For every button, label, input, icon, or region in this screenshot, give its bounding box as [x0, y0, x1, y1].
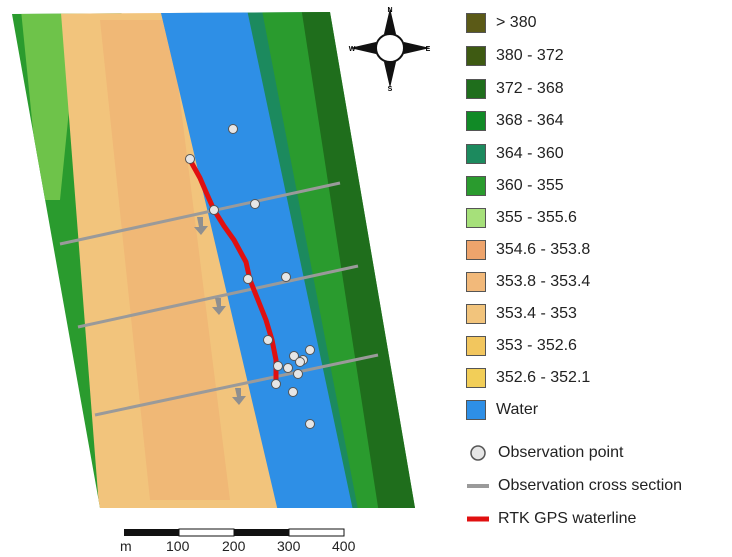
legend-item: > 380 — [466, 12, 536, 34]
scale-tick-300: 300 — [277, 538, 301, 554]
legend-item: 353.4 - 353 — [466, 303, 577, 325]
observation-points — [185, 124, 315, 429]
cross-section-line — [59, 181, 341, 246]
cross-section-line — [94, 353, 379, 417]
compass-rose-icon: N S W E — [349, 7, 431, 93]
cross-section-line-icon — [466, 475, 490, 497]
legend-label: 354.6 - 353.8 — [496, 241, 591, 258]
legend-item-cross-section: Observation cross section — [466, 474, 682, 498]
legend-item: 372 - 368 — [466, 78, 564, 100]
legend-swatch — [466, 13, 486, 33]
legend-item-waterline: RTK GPS waterline — [466, 507, 636, 531]
waterline-icon — [466, 508, 490, 530]
legend-label: Water — [496, 401, 539, 418]
legend-item: 352.6 - 352.1 — [466, 367, 590, 389]
legend-item: 353 - 352.6 — [466, 335, 577, 357]
legend-label: 353.4 - 353 — [496, 305, 577, 322]
compass-w: W — [349, 46, 356, 53]
compass-s: S — [388, 86, 393, 93]
observation-point[interactable] — [305, 345, 315, 355]
legend-label: 368 - 364 — [496, 112, 564, 129]
observation-point[interactable] — [263, 335, 273, 345]
legend-label: 353.8 - 353.4 — [496, 273, 591, 290]
legend-label: RTK GPS waterline — [498, 510, 637, 527]
observation-point[interactable] — [271, 379, 281, 389]
scale-tick-200: 200 — [222, 538, 246, 554]
legend-swatch — [466, 46, 486, 66]
scale-tick-400: 400 — [332, 538, 356, 554]
legend-item: 368 - 364 — [466, 110, 564, 132]
observation-point[interactable] — [283, 363, 293, 373]
legend-swatch — [466, 272, 486, 292]
legend-item: 353.8 - 353.4 — [466, 271, 590, 293]
elevation-raster — [12, 12, 415, 508]
legend-label: 380 - 372 — [496, 47, 564, 64]
observation-point[interactable] — [273, 361, 283, 371]
scale-bar — [124, 528, 345, 537]
observation-cross-sections — [59, 181, 379, 417]
legend-swatch — [466, 400, 486, 420]
legend-item: Water — [466, 399, 538, 421]
legend-label: 352.6 - 352.1 — [496, 369, 591, 386]
legend-swatch — [466, 144, 486, 164]
scale-tick-100: 100 — [166, 538, 190, 554]
observation-point[interactable] — [209, 205, 219, 215]
legend-swatch — [466, 208, 486, 228]
map-canvas: N S W E — [12, 7, 431, 537]
observation-point[interactable] — [281, 272, 291, 282]
legend-label: 360 - 355 — [496, 177, 564, 194]
observation-point[interactable] — [305, 419, 315, 429]
legend-label: 372 - 368 — [496, 80, 564, 97]
legend-label: 353 - 352.6 — [496, 337, 577, 354]
observation-point[interactable] — [293, 369, 303, 379]
legend-item: 354.6 - 353.8 — [466, 239, 590, 261]
legend-label: > 380 — [496, 14, 537, 31]
observation-point-icon — [466, 442, 490, 464]
flow-arrows — [194, 217, 246, 405]
observation-point[interactable] — [295, 357, 305, 367]
legend-swatch — [466, 368, 486, 388]
compass-e: E — [426, 46, 431, 53]
legend-item: 380 - 372 — [466, 45, 564, 67]
compass-n: N — [387, 7, 392, 14]
legend-swatch — [466, 111, 486, 131]
scale-unit: m — [120, 538, 132, 554]
legend-swatch — [466, 176, 486, 196]
observation-point[interactable] — [250, 199, 260, 209]
floodplain-dark — [100, 20, 230, 500]
legend-label: Observation point — [498, 444, 624, 461]
river-water-main — [158, 12, 355, 508]
legend-item: 355 - 355.6 — [466, 207, 577, 229]
legend-label: Observation cross section — [498, 477, 683, 494]
observation-point[interactable] — [243, 274, 253, 284]
legend-swatch — [466, 336, 486, 356]
legend-label: 364 - 360 — [496, 145, 564, 162]
legend-swatch — [466, 240, 486, 260]
flow-arrow-icon — [232, 388, 246, 405]
observation-point[interactable] — [288, 387, 298, 397]
observation-point[interactable] — [228, 124, 238, 134]
legend-swatch — [466, 79, 486, 99]
flow-arrow-icon — [194, 217, 208, 235]
observation-point[interactable] — [185, 154, 195, 164]
legend-item: 360 - 355 — [466, 175, 564, 197]
flow-arrow-icon — [212, 298, 226, 315]
legend-swatch — [466, 304, 486, 324]
legend-label: 355 - 355.6 — [496, 209, 577, 226]
right-bank-dark — [300, 12, 415, 508]
legend-item: 364 - 360 — [466, 143, 564, 165]
legend-item-observation-point: Observation point — [466, 441, 623, 465]
observation-point[interactable] — [289, 351, 299, 361]
cross-section-line — [77, 264, 359, 329]
